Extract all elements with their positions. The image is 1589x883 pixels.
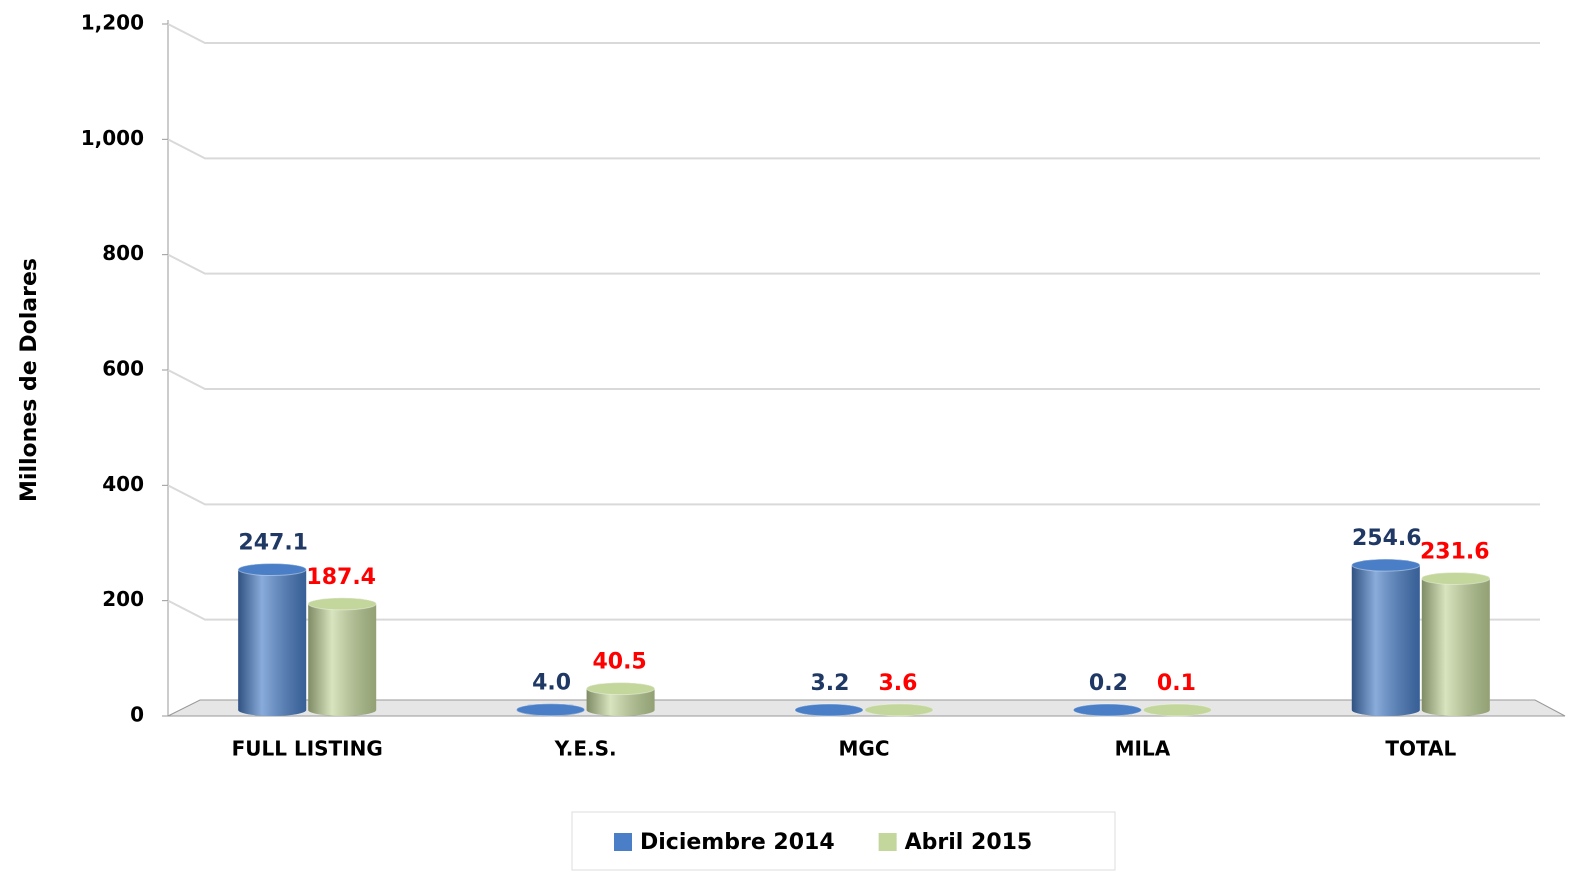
legend xyxy=(571,811,1116,871)
y-tick-label: 200 xyxy=(102,587,144,611)
legend-swatch xyxy=(614,833,632,851)
y-tick-label: 1,200 xyxy=(81,11,144,35)
bar-shade xyxy=(1421,572,1490,716)
x-tick-label: TOTAL xyxy=(1385,737,1456,761)
y-tick-label: 0 xyxy=(130,703,144,727)
y-tick-label: 800 xyxy=(102,241,144,265)
x-tick-label: MGC xyxy=(839,737,890,761)
x-tick-label: MILA xyxy=(1115,737,1171,761)
value-label: 4.0 xyxy=(532,671,571,696)
bar-cap xyxy=(307,597,377,611)
grid-line xyxy=(167,138,1540,160)
bar-shade xyxy=(308,597,377,716)
value-label: 0.2 xyxy=(1089,671,1128,696)
grid-line xyxy=(167,23,1540,44)
bar-shade xyxy=(1351,559,1420,716)
y-tick-label: 600 xyxy=(102,357,144,381)
legend-label: Diciembre 2014 xyxy=(640,830,835,855)
bar-shade xyxy=(238,563,307,716)
value-label: 3.6 xyxy=(879,671,918,696)
value-label: 40.5 xyxy=(592,650,646,675)
value-label: 231.6 xyxy=(1420,539,1490,564)
bar-cap xyxy=(586,682,656,696)
grid-line xyxy=(167,369,1540,390)
bar-cap xyxy=(1072,703,1142,717)
x-tick-label: Y.E.S. xyxy=(554,737,617,761)
y-tick-label: 1,000 xyxy=(81,126,144,150)
value-label: 3.2 xyxy=(811,671,850,696)
y-tick-label: 400 xyxy=(102,472,144,496)
y-axis-title: Millones de Dolares xyxy=(17,258,42,502)
bar-cap xyxy=(794,703,864,717)
value-label: 187.4 xyxy=(306,565,376,590)
value-label: 254.6 xyxy=(1352,526,1422,551)
legend-swatch xyxy=(878,833,897,851)
bar-cap xyxy=(516,703,586,717)
grid-line xyxy=(167,484,1540,506)
bar-cap xyxy=(1142,703,1212,717)
grid-line xyxy=(167,253,1540,275)
x-tick-label: FULL LISTING xyxy=(232,737,383,761)
bar-cap xyxy=(237,563,307,577)
bar-cap xyxy=(1351,558,1421,572)
legend-label: Abril 2015 xyxy=(905,830,1033,855)
bar-cap xyxy=(864,703,934,717)
floor xyxy=(167,699,1566,717)
grid-line xyxy=(167,599,1540,621)
value-label: 247.1 xyxy=(238,531,308,556)
value-label: 0.1 xyxy=(1157,671,1196,696)
bar-cap xyxy=(1421,571,1491,585)
